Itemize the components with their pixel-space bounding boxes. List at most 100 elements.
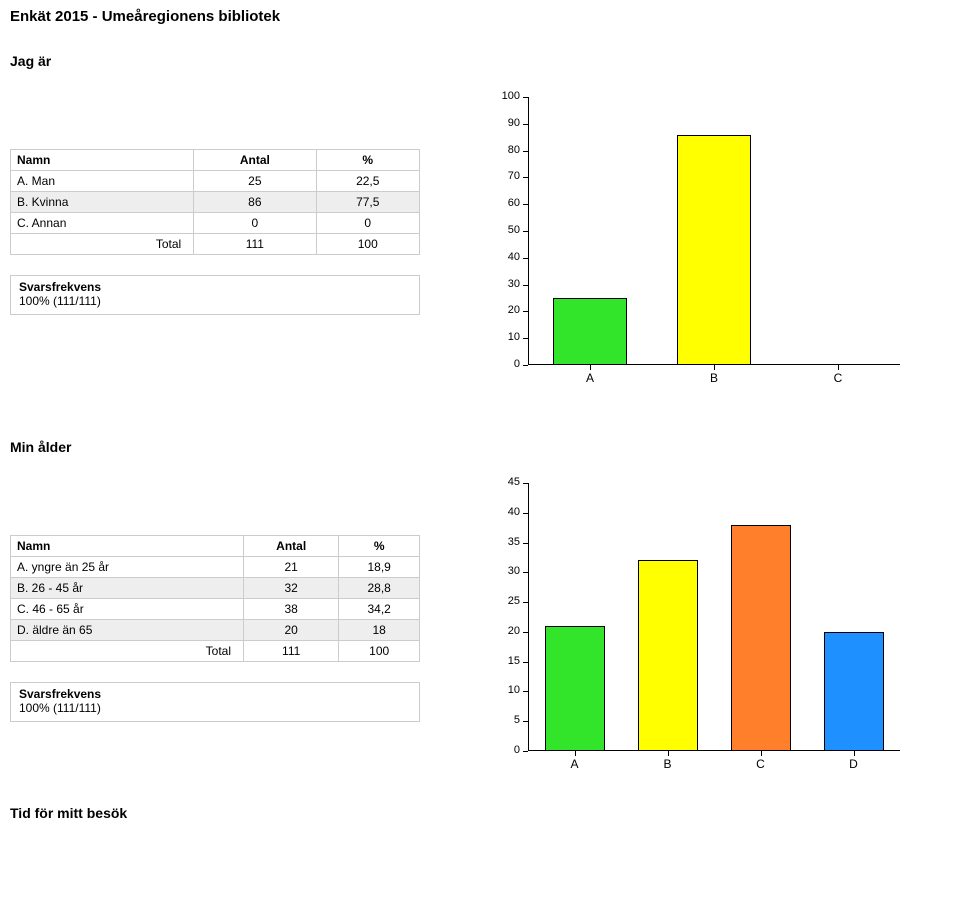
row-pct: 18,9 — [339, 557, 420, 578]
x-tick — [575, 751, 576, 756]
x-axis-label: D — [834, 757, 874, 771]
y-axis-label: 30 — [480, 565, 520, 577]
row-label: A. yngre än 25 år — [11, 557, 244, 578]
row-count: 86 — [194, 192, 316, 213]
table-row: B. 26 - 45 år3228,8 — [11, 578, 420, 599]
chart-age: 0 5 10 15 20 25 30 35 40 45 A B C D — [480, 475, 910, 775]
row-label: B. 26 - 45 år — [11, 578, 244, 599]
y-axis-label: 5 — [480, 714, 520, 726]
x-tick — [590, 365, 591, 370]
y-tick — [523, 338, 528, 339]
row-label: C. 46 - 65 år — [11, 599, 244, 620]
y-axis-label: 0 — [480, 744, 520, 756]
y-axis-label: 40 — [480, 506, 520, 518]
y-tick — [523, 721, 528, 722]
chart-bar — [638, 560, 698, 751]
table-row: C. 46 - 65 år3834,2 — [11, 599, 420, 620]
x-tick — [838, 365, 839, 370]
chart-bar — [553, 298, 627, 365]
y-tick — [523, 513, 528, 514]
y-tick — [523, 543, 528, 544]
row-count: 21 — [244, 557, 339, 578]
y-axis-label: 80 — [480, 144, 520, 156]
y-axis-label: 45 — [480, 476, 520, 488]
y-tick — [523, 483, 528, 484]
row-label: C. Annan — [11, 213, 194, 234]
y-axis-label: 20 — [480, 625, 520, 637]
table-row: C. Annan00 — [11, 213, 420, 234]
x-axis-label: A — [555, 757, 595, 771]
row-pct: 0 — [316, 213, 419, 234]
section-heading-visit: Tid för mitt besök — [10, 805, 950, 821]
row-pct: 34,2 — [339, 599, 420, 620]
total-count: 111 — [244, 641, 339, 662]
y-axis-label: 70 — [480, 170, 520, 182]
freq-box-gender: Svarsfrekvens 100% (111/111) — [10, 275, 420, 315]
y-tick — [523, 311, 528, 312]
y-axis-label: 35 — [480, 536, 520, 548]
freq-value: 100% (111/111) — [19, 294, 411, 308]
y-tick — [523, 602, 528, 603]
col-header: % — [316, 150, 419, 171]
y-axis-label: 60 — [480, 197, 520, 209]
col-header: Antal — [244, 536, 339, 557]
y-tick — [523, 177, 528, 178]
freq-box-age: Svarsfrekvens 100% (111/111) — [10, 682, 420, 722]
x-tick — [668, 751, 669, 756]
y-tick — [523, 204, 528, 205]
col-header: Namn — [11, 150, 194, 171]
col-header: Antal — [194, 150, 316, 171]
row-pct: 22,5 — [316, 171, 419, 192]
y-axis-label: 90 — [480, 117, 520, 129]
table-total-row: Total111100 — [11, 641, 420, 662]
y-axis-label: 20 — [480, 304, 520, 316]
freq-value: 100% (111/111) — [19, 701, 411, 715]
y-tick — [523, 632, 528, 633]
page-title: Enkät 2015 - Umeåregionens bibliotek — [10, 8, 950, 25]
y-axis-label: 100 — [480, 90, 520, 102]
chart-bar — [545, 626, 605, 751]
chart-bar — [677, 135, 751, 365]
x-axis-label: C — [818, 371, 858, 385]
y-tick — [523, 572, 528, 573]
y-tick — [523, 662, 528, 663]
y-axis-label: 10 — [480, 684, 520, 696]
total-pct: 100 — [316, 234, 419, 255]
y-tick — [523, 231, 528, 232]
x-axis-label: A — [570, 371, 610, 385]
x-axis-label: C — [741, 757, 781, 771]
total-label: Total — [11, 234, 194, 255]
chart-gender: 0102030405060708090100ABC — [480, 89, 910, 389]
table-row: D. äldre än 652018 — [11, 620, 420, 641]
row-count: 25 — [194, 171, 316, 192]
row-count: 32 — [244, 578, 339, 599]
table-gender: NamnAntal%A. Man2522,5B. Kvinna8677,5C. … — [10, 149, 420, 255]
col-header: % — [339, 536, 420, 557]
y-tick — [523, 124, 528, 125]
y-axis-label: 40 — [480, 251, 520, 263]
y-tick — [523, 285, 528, 286]
y-tick — [523, 691, 528, 692]
row-pct: 18 — [339, 620, 420, 641]
row-count: 20 — [244, 620, 339, 641]
y-tick — [523, 97, 528, 98]
y-axis-label: 50 — [480, 224, 520, 236]
row-pct: 28,8 — [339, 578, 420, 599]
row-pct: 77,5 — [316, 192, 419, 213]
y-tick — [523, 151, 528, 152]
x-axis-label: B — [694, 371, 734, 385]
y-axis-label: 15 — [480, 655, 520, 667]
table-row: A. yngre än 25 år2118,9 — [11, 557, 420, 578]
col-header: Namn — [11, 536, 244, 557]
section-heading-age: Min ålder — [10, 439, 950, 455]
x-tick — [714, 365, 715, 370]
row-label: D. äldre än 65 — [11, 620, 244, 641]
y-axis-label: 10 — [480, 331, 520, 343]
y-axis-label: 0 — [480, 358, 520, 370]
y-axis-label: 25 — [480, 595, 520, 607]
total-pct: 100 — [339, 641, 420, 662]
y-tick — [523, 365, 528, 366]
x-axis-label: B — [648, 757, 688, 771]
freq-title: Svarsfrekvens — [19, 687, 411, 701]
section-heading-gender: Jag är — [10, 53, 950, 69]
